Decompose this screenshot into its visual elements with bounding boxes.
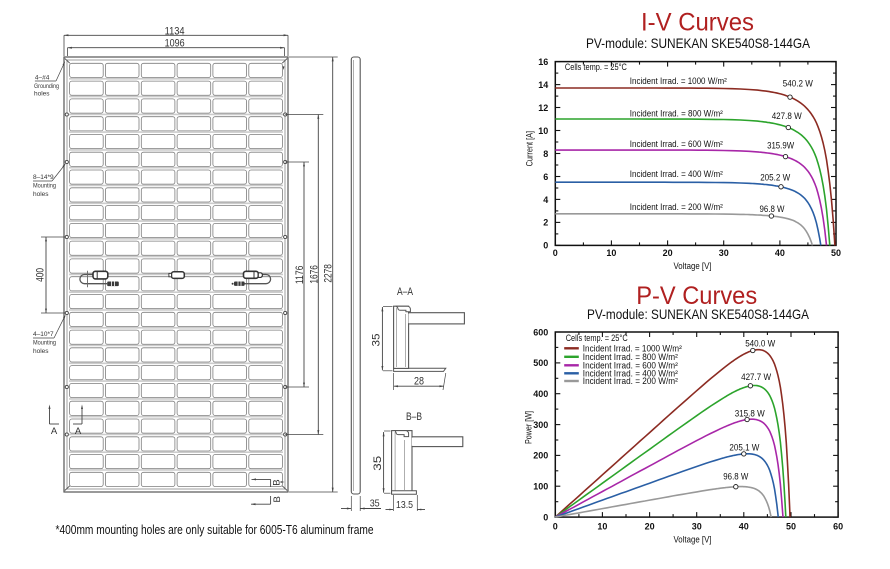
svg-text:A–A: A–A [397,286,414,298]
svg-text:A: A [51,426,58,437]
svg-text:Incident Irrad. = 200 W/m²: Incident Irrad. = 200 W/m² [630,202,723,212]
svg-text:50: 50 [786,521,796,531]
svg-text:holes: holes [33,191,49,198]
svg-text:Incident Irrad. = 800 W/m²: Incident Irrad. = 800 W/m² [583,352,678,362]
svg-text:Voltage [V]: Voltage [V] [674,261,712,271]
svg-text:315.9W: 315.9W [767,141,795,151]
svg-text:4–#4: 4–#4 [35,74,50,81]
svg-text:8: 8 [543,149,548,159]
svg-text:B: B [272,496,283,502]
svg-text:Voltage [V]: Voltage [V] [674,534,712,544]
svg-text:B: B [272,479,283,485]
svg-text:50: 50 [831,248,841,258]
svg-text:200: 200 [533,451,548,461]
svg-text:8–14*9: 8–14*9 [33,174,54,181]
svg-text:35: 35 [372,456,384,471]
svg-text:holes: holes [34,90,50,97]
svg-text:4–10*7: 4–10*7 [33,331,54,338]
svg-text:540.0 W: 540.0 W [745,338,776,348]
svg-text:205.2 W: 205.2 W [760,173,791,183]
svg-text:30: 30 [692,521,702,531]
svg-text:13.5: 13.5 [396,499,413,511]
svg-text:2: 2 [543,218,548,228]
svg-text:PV-module: SUNEKAN SKE540S8-14: PV-module: SUNEKAN SKE540S8-144GA [586,35,811,51]
svg-text:427.8 W: 427.8 W [772,111,803,121]
svg-text:PV-module: SUNEKAN SKE540S8-14: PV-module: SUNEKAN SKE540S8-144GA [587,306,810,322]
svg-text:427.7 W: 427.7 W [741,372,772,382]
svg-text:30: 30 [719,248,729,258]
svg-text:A: A [75,426,82,437]
svg-text:Mounting: Mounting [33,183,56,190]
svg-text:35: 35 [370,498,380,510]
svg-text:1676: 1676 [309,265,321,284]
svg-text:Incident Irrad. = 1000 W/m²: Incident Irrad. = 1000 W/m² [630,76,727,86]
svg-text:Current [A]: Current [A] [525,131,535,167]
svg-text:0: 0 [553,248,558,258]
svg-text:Incident Irrad. = 200 W/m²: Incident Irrad. = 200 W/m² [583,376,678,386]
svg-text:Cells temp. = 25°C: Cells temp. = 25°C [565,62,628,72]
svg-text:20: 20 [645,521,655,531]
svg-text:Mounting: Mounting [33,340,56,347]
svg-text:1176: 1176 [294,266,306,285]
svg-text:Incident Irrad. = 600 W/m²: Incident Irrad. = 600 W/m² [583,361,678,371]
svg-text:300: 300 [533,420,548,430]
svg-text:14: 14 [538,80,548,90]
svg-text:315.8 W: 315.8 W [735,409,766,419]
svg-text:0: 0 [543,241,548,251]
svg-text:10: 10 [538,126,548,136]
svg-text:B–B: B–B [406,411,422,423]
svg-text:Grounding: Grounding [34,83,59,90]
svg-text:Incident Irrad. = 800 W/m²: Incident Irrad. = 800 W/m² [630,109,723,119]
svg-text:0: 0 [553,521,558,531]
svg-text:96.8 W: 96.8 W [723,472,749,482]
svg-text:400: 400 [533,389,548,399]
svg-text:I-V Curves: I-V Curves [641,8,754,36]
svg-text:500: 500 [533,358,548,368]
svg-text:205.1 W: 205.1 W [729,443,760,453]
svg-text:96.8 W: 96.8 W [760,204,786,214]
svg-text:1134: 1134 [165,25,185,37]
svg-text:35: 35 [370,334,382,347]
svg-text:28: 28 [414,376,424,388]
svg-text:100: 100 [533,482,548,492]
svg-text:12: 12 [538,103,548,113]
svg-text:holes: holes [33,348,49,355]
svg-text:600: 600 [533,327,548,337]
svg-text:Incident Irrad. = 1000 W/m²: Incident Irrad. = 1000 W/m² [583,344,682,354]
svg-text:0: 0 [543,512,548,522]
svg-text:*400mm mounting holes are only: *400mm mounting holes are only suitable … [56,522,374,537]
svg-text:40: 40 [739,521,749,531]
svg-text:P-V Curves: P-V Curves [636,282,757,310]
svg-text:Incident Irrad. = 400 W/m²: Incident Irrad. = 400 W/m² [583,369,678,379]
svg-text:Power [W]: Power [W] [524,411,534,444]
svg-text:10: 10 [606,248,616,258]
svg-text:400: 400 [35,268,47,282]
svg-text:10: 10 [597,521,607,531]
svg-text:1096: 1096 [165,38,185,50]
svg-text:16: 16 [538,57,548,67]
svg-text:Incident Irrad. = 600 W/m²: Incident Irrad. = 600 W/m² [630,139,723,149]
svg-text:Cells temp. = 25°C: Cells temp. = 25°C [566,333,629,343]
svg-text:Incident Irrad. = 400 W/m²: Incident Irrad. = 400 W/m² [630,169,723,179]
svg-text:60: 60 [833,521,843,531]
svg-text:40: 40 [775,248,785,258]
svg-text:2278: 2278 [323,264,335,283]
svg-text:20: 20 [663,248,673,258]
svg-text:4: 4 [543,195,548,205]
svg-text:6: 6 [543,172,548,182]
svg-text:540.2 W: 540.2 W [783,79,814,89]
